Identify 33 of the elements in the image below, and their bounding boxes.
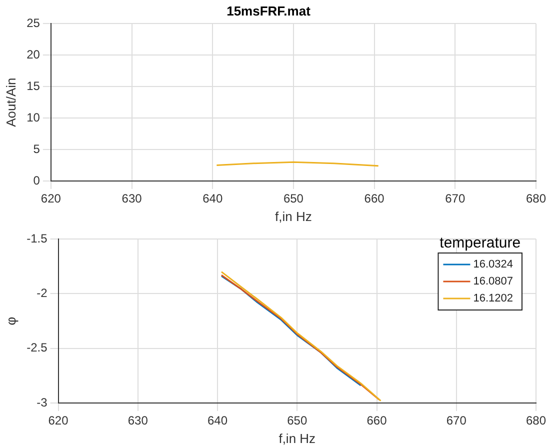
- y-tick-label: 15: [26, 78, 40, 93]
- x-tick-label: 620: [40, 192, 62, 206]
- chart-title: 15msFRF.mat: [226, 3, 312, 18]
- y-tick-label: -2.5: [26, 340, 48, 355]
- x-tick-label: 660: [366, 414, 388, 428]
- x-tick-label: 640: [202, 192, 223, 206]
- y-tick-label: -2: [36, 286, 48, 300]
- y-tick-label: 20: [26, 47, 40, 62]
- x-tick-label: 670: [446, 414, 467, 428]
- x-tick-label: 630: [128, 414, 148, 428]
- y-tick-label: -3: [36, 395, 48, 410]
- legend-label: 16.1202: [473, 292, 513, 305]
- y-tick-label: 0: [33, 173, 40, 188]
- x-tick-label: 660: [364, 192, 385, 206]
- x-axis-title: f,in Hz: [275, 208, 312, 224]
- x-tick-label: 650: [287, 414, 308, 428]
- y-tick-label: -1.5: [26, 231, 48, 246]
- legend-label: 16.0324: [473, 258, 513, 271]
- y-axis-title: Aout/Ain: [3, 78, 18, 127]
- x-axis-title: f,in Hz: [278, 430, 316, 446]
- x-tick-label: 630: [122, 192, 142, 206]
- x-tick-label: 680: [526, 192, 546, 206]
- legend-label: 16.0807: [473, 276, 513, 288]
- x-tick-label: 650: [283, 192, 304, 206]
- legend-title: temperature: [440, 234, 521, 252]
- x-tick-label: 670: [445, 192, 466, 206]
- y-tick-label: 5: [33, 142, 40, 156]
- x-tick-label: 680: [526, 414, 546, 428]
- x-tick-label: 640: [208, 414, 228, 428]
- y-axis-title: φ: [3, 316, 18, 326]
- y-tick-label: 25: [26, 16, 40, 30]
- y-tick-label: 10: [26, 110, 40, 124]
- x-tick-label: 620: [48, 414, 69, 428]
